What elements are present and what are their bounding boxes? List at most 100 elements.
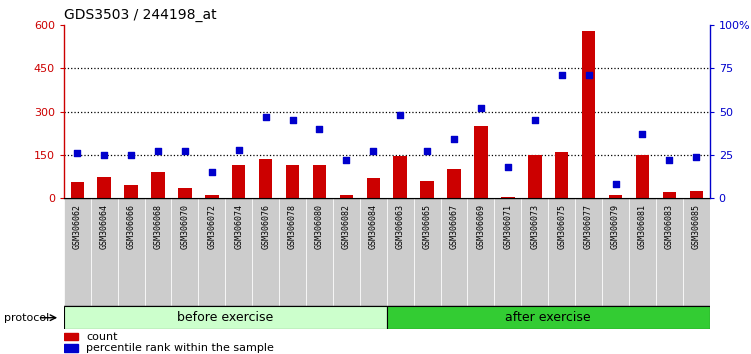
Bar xyxy=(118,198,144,306)
Bar xyxy=(609,195,623,198)
Text: GDS3503 / 244198_at: GDS3503 / 244198_at xyxy=(64,8,216,22)
Point xyxy=(636,131,648,137)
Bar xyxy=(555,152,569,198)
Bar xyxy=(421,181,434,198)
Point xyxy=(206,170,218,175)
Bar xyxy=(98,177,111,198)
Bar xyxy=(635,155,649,198)
Point xyxy=(71,150,83,156)
Bar xyxy=(252,198,279,306)
Bar xyxy=(394,156,407,198)
Bar xyxy=(64,198,91,306)
Text: GSM306068: GSM306068 xyxy=(153,204,162,249)
Text: after exercise: after exercise xyxy=(505,311,591,324)
Bar xyxy=(279,198,306,306)
Text: GSM306069: GSM306069 xyxy=(476,204,485,249)
Bar xyxy=(232,165,246,198)
Bar xyxy=(259,159,273,198)
Point xyxy=(529,118,541,123)
Bar xyxy=(71,182,84,198)
Bar xyxy=(64,333,78,341)
Bar xyxy=(151,172,164,198)
Text: GSM306067: GSM306067 xyxy=(450,204,459,249)
Text: GSM306077: GSM306077 xyxy=(584,204,593,249)
Point xyxy=(287,118,299,123)
Bar xyxy=(198,198,225,306)
Text: before exercise: before exercise xyxy=(177,311,273,324)
Text: GSM306082: GSM306082 xyxy=(342,204,351,249)
Bar xyxy=(178,188,192,198)
Bar xyxy=(501,197,514,198)
Bar xyxy=(225,198,252,306)
Bar xyxy=(582,30,596,198)
Bar xyxy=(575,198,602,306)
Bar xyxy=(205,195,219,198)
Text: GSM306084: GSM306084 xyxy=(369,204,378,249)
Bar xyxy=(467,198,494,306)
Bar xyxy=(683,198,710,306)
Text: GSM306071: GSM306071 xyxy=(503,204,512,249)
Point xyxy=(502,164,514,170)
Point xyxy=(448,136,460,142)
Text: GSM306081: GSM306081 xyxy=(638,204,647,249)
Bar xyxy=(441,198,467,306)
Bar xyxy=(366,178,380,198)
Point xyxy=(125,152,137,158)
Text: GSM306078: GSM306078 xyxy=(288,204,297,249)
Bar xyxy=(448,169,461,198)
Text: GSM306072: GSM306072 xyxy=(207,204,216,249)
Point xyxy=(367,149,379,154)
Point xyxy=(421,149,433,154)
Text: GSM306083: GSM306083 xyxy=(665,204,674,249)
Text: GSM306080: GSM306080 xyxy=(315,204,324,249)
Bar xyxy=(387,306,710,329)
Bar xyxy=(125,185,138,198)
Bar xyxy=(144,198,171,306)
Text: GSM306066: GSM306066 xyxy=(127,204,136,249)
Text: GSM306073: GSM306073 xyxy=(530,204,539,249)
Text: GSM306076: GSM306076 xyxy=(261,204,270,249)
Bar xyxy=(521,198,548,306)
Bar xyxy=(91,198,118,306)
Bar xyxy=(339,195,353,198)
Text: GSM306065: GSM306065 xyxy=(423,204,432,249)
Bar xyxy=(629,198,656,306)
Point xyxy=(610,182,622,187)
Bar xyxy=(64,306,387,329)
Text: GSM306070: GSM306070 xyxy=(180,204,189,249)
Point xyxy=(260,114,272,120)
Bar xyxy=(333,198,360,306)
Bar xyxy=(662,193,676,198)
Point xyxy=(556,72,568,78)
Text: GSM306075: GSM306075 xyxy=(557,204,566,249)
Text: GSM306079: GSM306079 xyxy=(611,204,620,249)
Point xyxy=(179,149,191,154)
Bar xyxy=(312,165,326,198)
Text: percentile rank within the sample: percentile rank within the sample xyxy=(86,343,274,353)
Text: GSM306064: GSM306064 xyxy=(100,204,109,249)
Bar xyxy=(548,198,575,306)
Bar xyxy=(387,198,414,306)
Point xyxy=(313,126,325,132)
Point xyxy=(98,152,110,158)
Bar xyxy=(656,198,683,306)
Point xyxy=(475,105,487,111)
Text: GSM306063: GSM306063 xyxy=(396,204,405,249)
Bar xyxy=(306,198,333,306)
Bar xyxy=(64,344,78,352)
Bar xyxy=(494,198,521,306)
Point xyxy=(690,154,702,159)
Text: count: count xyxy=(86,332,118,342)
Bar xyxy=(171,198,198,306)
Bar xyxy=(286,165,300,198)
Point xyxy=(394,112,406,118)
Bar xyxy=(689,191,703,198)
Text: protocol: protocol xyxy=(4,313,49,323)
Point xyxy=(152,149,164,154)
Text: GSM306085: GSM306085 xyxy=(692,204,701,249)
Point xyxy=(583,72,595,78)
Point xyxy=(663,157,675,163)
Point xyxy=(340,157,352,163)
Bar xyxy=(602,198,629,306)
Bar xyxy=(360,198,387,306)
